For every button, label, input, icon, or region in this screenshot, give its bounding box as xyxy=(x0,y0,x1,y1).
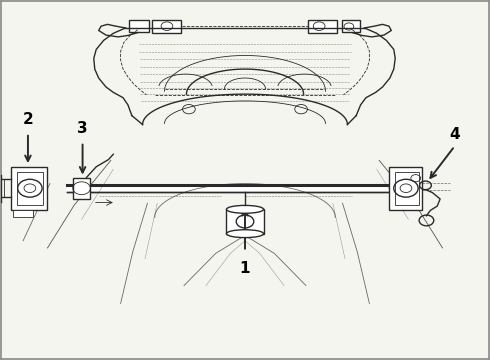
FancyBboxPatch shape xyxy=(129,20,149,32)
FancyBboxPatch shape xyxy=(342,20,360,32)
Ellipse shape xyxy=(226,206,264,213)
Text: 4: 4 xyxy=(449,127,460,142)
Bar xyxy=(11,167,48,210)
Text: 2: 2 xyxy=(23,112,33,127)
Bar xyxy=(389,167,422,210)
Bar xyxy=(226,209,264,234)
Bar xyxy=(73,178,90,199)
FancyBboxPatch shape xyxy=(152,20,181,33)
Bar xyxy=(395,172,418,206)
Text: 1: 1 xyxy=(240,261,250,275)
Text: 3: 3 xyxy=(77,121,88,136)
Bar xyxy=(17,172,43,206)
Bar xyxy=(13,210,33,217)
Ellipse shape xyxy=(226,230,264,238)
FancyBboxPatch shape xyxy=(308,20,337,33)
